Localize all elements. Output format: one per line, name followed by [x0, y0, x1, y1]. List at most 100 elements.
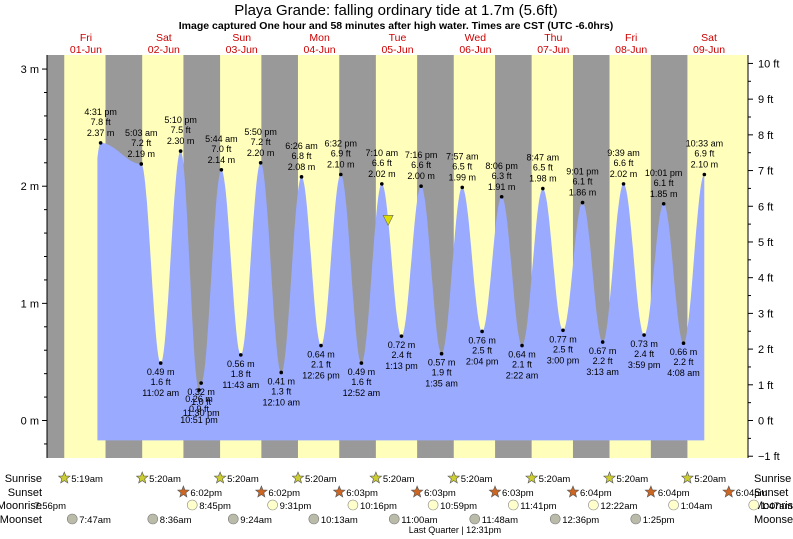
- high-tide-point: [98, 141, 103, 145]
- moonset-icon: [630, 513, 642, 525]
- extreme-time: 7:16 pm: [405, 150, 438, 160]
- extreme-meters: 2.10 m: [691, 159, 719, 169]
- extreme-meters: 1.86 m: [569, 188, 597, 198]
- extreme-meters: 0.66 m: [670, 347, 698, 357]
- row-time: 10:16pm: [360, 501, 397, 512]
- extreme-feet: 2.5 ft: [472, 345, 493, 355]
- low-tide-point: [561, 328, 565, 333]
- day-name: Wed: [465, 32, 487, 44]
- extreme-feet: 1.6 ft: [351, 377, 372, 387]
- extreme-time: 11:43 am: [222, 380, 259, 390]
- row-time: 5:20am: [383, 474, 415, 485]
- extreme-labels: 4:31 pm7.8 ft2.37 m 5:03 am7.2 ft2.19 m0.…: [84, 107, 723, 425]
- moonset-icon: [66, 513, 78, 525]
- extreme-time: 10:33 am: [686, 138, 724, 148]
- low-tide-point: [199, 381, 203, 385]
- sunrise-icon: [213, 471, 227, 484]
- high-tide-point: [702, 172, 707, 177]
- row-time: 6:03pm: [424, 488, 456, 499]
- row-label-left: Sunrise: [5, 473, 42, 485]
- right-tick-label: 7 ft: [758, 166, 773, 178]
- row-time: 7:47am: [79, 515, 111, 526]
- row-time: 9:31pm: [280, 501, 312, 512]
- row-time: 8:45pm: [199, 501, 231, 512]
- left-tick-label: 0 m: [21, 416, 39, 428]
- day-date: 06-Jun: [459, 44, 491, 56]
- extreme-meters: 1.99 m: [448, 172, 476, 182]
- extreme-time: 5:03 am: [125, 128, 158, 138]
- sunset-icon: [566, 485, 580, 498]
- extreme-meters: 0.64 m: [508, 350, 536, 360]
- right-tick-label: 2 ft: [758, 344, 773, 356]
- sunset-icon: [644, 485, 658, 498]
- moonrise-icon: [347, 499, 359, 511]
- high-tide-point: [258, 160, 263, 165]
- sunset-icon: [488, 485, 502, 498]
- extreme-feet: 1.8 ft: [231, 369, 252, 379]
- extreme-meters: 0.49 m: [348, 367, 376, 377]
- moonrise-icon: [748, 499, 760, 511]
- sunrise-icon: [369, 471, 383, 484]
- current-level-marker: [382, 215, 394, 227]
- right-tick-label: 10 ft: [758, 58, 779, 70]
- chart-subtitle: Image captured One hour and 58 minutes a…: [179, 20, 614, 32]
- row-label-left: Moonset: [0, 514, 42, 526]
- extreme-meters: 2.19 m: [128, 149, 156, 159]
- day-name: Sat: [156, 32, 172, 44]
- extreme-meters: 0.41 m: [267, 376, 295, 386]
- extreme-meters: 0.64 m: [307, 350, 335, 360]
- extreme-meters: 0.77 m: [549, 334, 577, 344]
- extreme-feet: 6.5 ft: [452, 161, 473, 171]
- extreme-feet: 6.1 ft: [654, 178, 675, 188]
- right-tick-label: 8 ft: [758, 130, 773, 142]
- extreme-time: 3:00 pm: [547, 355, 580, 365]
- low-tide-point: [642, 333, 646, 337]
- extreme-time: 10:51 pm: [180, 415, 218, 425]
- day-labels: Fri01-JunSat02-JunSun03-JunMon04-JunTue0…: [70, 32, 725, 56]
- moonrise-icon: [267, 499, 278, 511]
- row-time: 12:22am: [600, 501, 637, 512]
- row-label-left: Moonrise: [0, 500, 42, 512]
- row-time: 7:56pm: [34, 501, 66, 512]
- low-tide-point: [399, 334, 404, 338]
- row-time: 11:00am: [401, 515, 437, 526]
- extreme-time: 12:10 am: [262, 397, 300, 407]
- sunrise-icon: [525, 471, 539, 484]
- row-time: 1:04am: [681, 501, 713, 512]
- moonrise-icon: [588, 499, 599, 511]
- row-label-right: Moonrise: [754, 500, 793, 512]
- day-date: 08-Jun: [615, 44, 647, 56]
- extreme-time: 1:35 am: [425, 379, 458, 389]
- high-tide-point: [419, 184, 423, 189]
- day-name: Sun: [232, 32, 251, 44]
- extreme-feet: 6.3 ft: [492, 171, 513, 181]
- day-name: Mon: [309, 32, 330, 44]
- extreme-meters: 0.56 m: [227, 359, 255, 369]
- day-name: Thu: [544, 32, 562, 44]
- moonrise-icon: [427, 499, 439, 511]
- day-date: 07-Jun: [537, 44, 569, 56]
- row-time: 5:20am: [227, 474, 259, 485]
- extreme-meters: 0.26 m: [185, 394, 213, 404]
- extreme-feet: 7.8 ft: [91, 117, 112, 127]
- sun-moon-rows: Sunrise Sunrise 5:19am 5:20am 5:20am 5:20am 5:…: [0, 471, 793, 526]
- extreme-meters: 1.98 m: [529, 174, 557, 184]
- extreme-time: 2:04 pm: [466, 356, 499, 366]
- row-time: 6:04pm: [736, 488, 768, 499]
- high-tide-point: [541, 186, 545, 191]
- extreme-feet: 7.5 ft: [171, 125, 192, 135]
- right-tick-label: 6 ft: [758, 201, 773, 213]
- extreme-meters: 0.49 m: [147, 367, 175, 377]
- day-name: Sat: [701, 32, 717, 44]
- moonset-icon: [227, 513, 239, 525]
- extreme-meters: 2.10 m: [327, 159, 355, 169]
- sunrise-icon: [680, 471, 694, 484]
- extreme-meters: 2.08 m: [288, 162, 316, 172]
- extreme-feet: 6.6 ft: [614, 158, 635, 168]
- low-tide-point: [681, 341, 686, 345]
- right-tick-label: 9 ft: [758, 94, 773, 106]
- high-tide-point: [460, 185, 465, 190]
- high-tide-point: [139, 162, 144, 166]
- left-tick-label: 3 m: [21, 64, 39, 76]
